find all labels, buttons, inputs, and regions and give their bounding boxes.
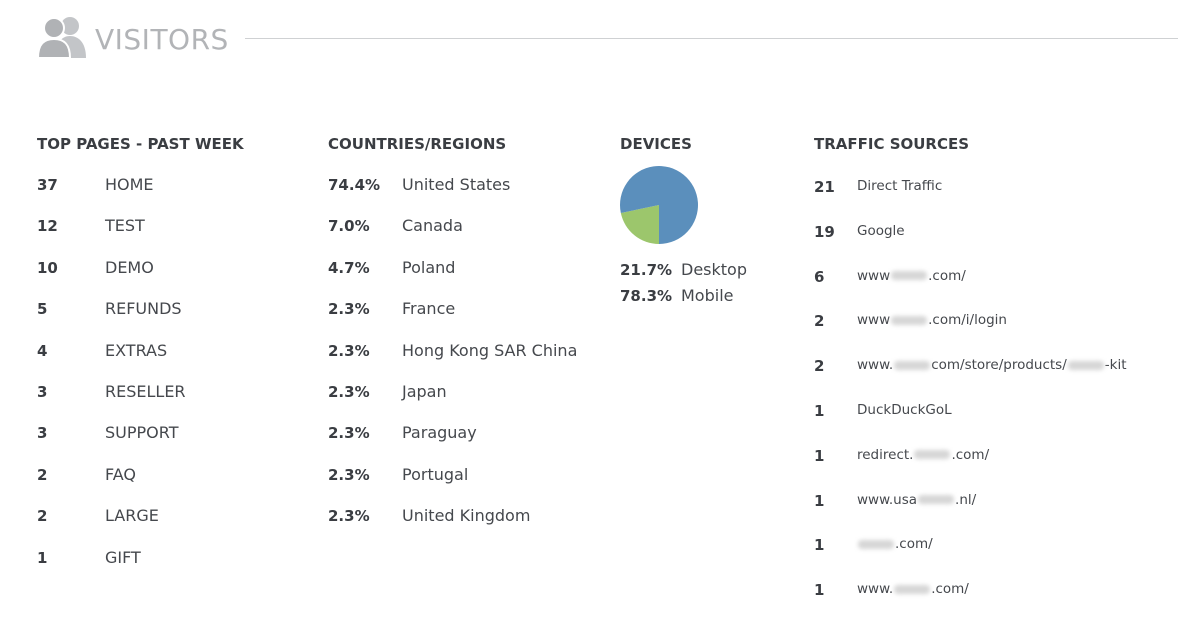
source-name: Direct Traffic [857,178,943,194]
page-name: EXTRAS [105,340,168,360]
source-text: .com/ [928,267,966,284]
page-count: 2 [37,507,48,526]
source-count: 21 [814,178,835,196]
page-count: 4 [37,341,48,360]
page-name: TEST [105,216,145,236]
source-name: Google [857,222,905,239]
source-text: www. [857,357,894,374]
pie-slice [620,205,659,244]
country-share: 2.3% [328,424,370,443]
source-text: DuckDuckGoL [857,402,952,418]
country-share: 2.3% [328,383,370,401]
page-count: 3 [37,424,48,443]
source-name: www .com/ [857,267,966,284]
source-count: 1 [814,581,825,600]
page-name: FAQ [105,464,136,484]
redacted [894,360,931,370]
source-text: .com/i/login [928,312,1007,329]
column-header: DEVICES [620,135,692,153]
redacted [891,271,928,281]
device-share: 21.7% [620,261,673,279]
visitors-icon [38,17,86,59]
country-name: United Kingdom [402,506,531,526]
source-name: redirect. .com/ [857,446,990,463]
page-name: SUPPORT [105,423,179,443]
source-text: Direct Traffic [857,178,943,194]
source-text: www [857,312,891,329]
page-name: REFUNDS [105,299,182,319]
column-header: TOP PAGES - PAST WEEK [37,135,244,153]
title-rule [245,38,1178,39]
page-name: RESELLER [105,382,186,401]
redacted [918,495,955,505]
source-name: www. com/store/products/ -kit [857,357,1127,374]
source-text: www [857,267,891,284]
redacted [894,584,931,594]
source-name: DuckDuckGoL [857,402,952,418]
source-text: .com/ [895,536,933,553]
source-text: www. [857,581,894,598]
source-text: com/store/products/ [931,357,1067,374]
source-name: www .com/i/login [857,314,1007,328]
pie-slice [620,166,698,244]
country-share: 2.3% [328,341,370,360]
country-share: 4.7% [328,258,370,277]
redacted [858,539,894,549]
device-name: Mobile [681,286,734,305]
country-name: Canada [402,216,463,236]
country-share: 7.0% [328,217,370,236]
source-text: Google [857,222,905,239]
source-count: 19 [814,222,835,241]
country-share: 74.4% [328,176,381,194]
device-share: 78.3% [620,287,673,305]
source-count: 2 [814,357,825,376]
country-share: 2.3% [328,465,370,484]
page-name: HOME [105,175,154,194]
country-name: Poland [402,257,456,277]
source-name: .com/ [857,538,933,552]
page-title: VISITORS [95,23,229,56]
country-name: Paraguay [402,423,477,443]
source-name: www. .com/ [857,581,969,598]
redacted [914,450,951,460]
page-count: 10 [37,258,58,277]
page-count: 5 [37,300,48,319]
column-header: COUNTRIES/REGIONS [328,135,507,153]
page-name: LARGE [105,506,159,526]
page-count: 1 [37,548,48,567]
source-text: .com/ [951,446,990,463]
source-text: -kit [1104,357,1127,374]
source-count: 6 [814,267,825,286]
redacted [1067,360,1104,370]
page-name: GIFT [105,547,141,567]
country-share: 2.3% [328,300,370,319]
column-header: TRAFFIC SOURCES [814,135,970,153]
source-name: www.usa .nl/ [857,491,977,508]
source-count: 2 [814,312,825,331]
country-name: United States [402,175,511,194]
devices-pie [620,166,698,244]
source-count: 1 [814,446,825,465]
page-count: 37 [37,176,58,194]
page-count: 2 [37,465,48,484]
source-text: www.usa [857,491,918,508]
page-count: 12 [37,217,58,236]
page-count: 3 [37,383,48,401]
source-text: redirect. [857,446,914,463]
device-name: Desktop [681,260,747,279]
source-text: .nl/ [955,491,977,508]
source-count: 1 [814,402,825,420]
country-share: 2.3% [328,507,370,526]
country-name: Hong Kong SAR China [402,340,578,360]
source-count: 1 [814,491,825,510]
redacted [891,315,928,325]
page-name: DEMO [105,257,154,277]
country-name: Portugal [402,464,469,484]
country-name: France [402,299,456,319]
source-text: .com/ [931,581,969,598]
source-count: 1 [814,536,825,555]
country-name: Japan [402,382,447,401]
